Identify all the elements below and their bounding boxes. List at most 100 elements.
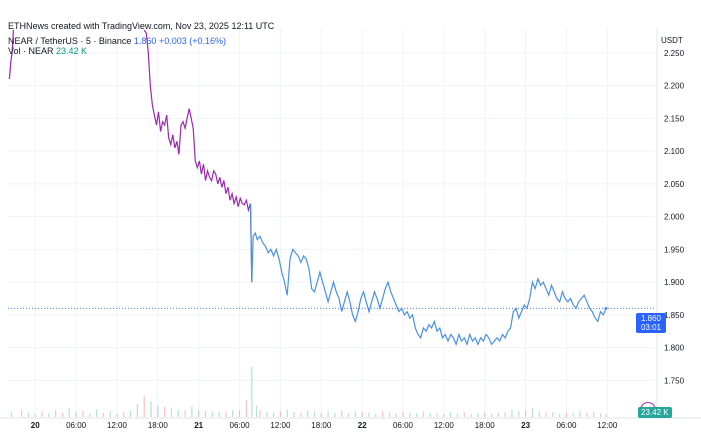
volume-bar <box>251 367 253 417</box>
x-tick-label: 22 <box>358 421 367 430</box>
series-line-early <box>8 29 14 80</box>
volume-bar <box>34 414 36 417</box>
series-line-recent <box>249 203 607 347</box>
volume-bar <box>245 399 247 417</box>
y-tick-label: 1.850 <box>664 311 685 320</box>
symbol-name: NEAR / TetherUS · 5 · Binance <box>8 36 132 46</box>
volume-bar <box>579 411 581 417</box>
volume-bar <box>518 411 520 417</box>
volume-bar <box>470 414 472 417</box>
volume-bar <box>490 414 493 417</box>
x-tick-label: 21 <box>194 421 203 430</box>
volume-bar <box>381 411 384 417</box>
x-tick-label: 12:00 <box>270 421 291 430</box>
volume-bar <box>354 411 356 417</box>
y-tick-label: 2.000 <box>664 213 685 222</box>
y-tick-label: 2.150 <box>664 114 685 123</box>
volume-bar <box>368 412 370 417</box>
volume-bar <box>477 413 479 417</box>
volume-bar <box>388 412 390 417</box>
volume-bar <box>191 406 193 417</box>
volume-bar <box>218 412 220 417</box>
volume-bar <box>48 413 50 417</box>
time-axis[interactable]: 20 06:00 12:00 18:00 21 06:00 12:00 18:00 22 06:0… <box>31 421 618 430</box>
y-tick-label: 1.950 <box>664 245 685 254</box>
badge-countdown: 03:01 <box>640 323 662 332</box>
x-tick-label: 06:00 <box>66 421 87 430</box>
volume-value: 23.42 K <box>56 46 88 56</box>
volume-bar <box>307 410 309 417</box>
volume-bar <box>300 412 302 417</box>
volume-bar <box>593 412 595 417</box>
x-tick-label: 12:00 <box>107 421 128 430</box>
volume-bar <box>409 412 411 417</box>
volume-bar <box>109 411 111 417</box>
price-axis[interactable]: 2.250 2.200 2.150 2.100 2.050 2.000 1.950 1.900… <box>664 49 685 385</box>
volume-bar <box>456 413 459 417</box>
volume-bar <box>334 412 336 417</box>
volume-bar <box>184 410 186 417</box>
volume-bar <box>605 414 607 417</box>
volume-bar <box>10 412 13 417</box>
x-tick-label: 20 <box>31 421 40 430</box>
volume-bar <box>164 407 166 417</box>
badge-price: 1.860 <box>640 314 662 323</box>
last-price-badge: 1.860 03:01 <box>636 313 666 333</box>
volume-bar <box>116 414 118 417</box>
volume-bar <box>266 412 268 417</box>
volume-bar <box>572 413 574 417</box>
volume-bar <box>204 410 207 417</box>
volume-bar <box>55 409 57 417</box>
volume-badge: 23.42 K <box>638 407 672 418</box>
volume-bar <box>232 409 234 417</box>
volume-bar <box>89 413 91 417</box>
volume-bar <box>157 405 159 417</box>
volume-bar <box>41 411 43 417</box>
volume-bar <box>313 411 316 417</box>
y-tick-label: 2.100 <box>664 147 685 156</box>
volume-bar <box>361 412 363 417</box>
y-tick-label: 2.050 <box>664 180 685 189</box>
axis-unit-label: USDT <box>661 36 683 45</box>
volume-bar <box>443 414 445 417</box>
volume-bar <box>375 413 377 417</box>
volume-bar <box>531 408 534 417</box>
volume-bar <box>525 410 527 417</box>
volume-bar <box>511 409 513 417</box>
x-tick-label: 06:00 <box>230 421 251 430</box>
volume-bar <box>484 412 486 417</box>
volume-bar <box>347 413 350 417</box>
volume-bar <box>497 413 499 417</box>
volume-bar <box>170 408 173 417</box>
last-point-marker <box>604 306 608 310</box>
symbol-legend[interactable]: NEAR / TetherUS · 5 · Binance 1.860 +0.0… <box>8 36 226 47</box>
volume-bar <box>599 413 602 417</box>
y-tick-label: 1.900 <box>664 278 685 287</box>
volume-bar <box>504 412 506 417</box>
x-tick-label: 12:00 <box>434 421 455 430</box>
volume-legend[interactable]: Vol · NEAR 23.42 K <box>8 46 87 57</box>
x-tick-label: 23 <box>521 421 530 430</box>
volume-bar <box>27 412 30 417</box>
volume-bar <box>450 412 452 417</box>
volume-bar <box>259 409 261 417</box>
volume-bar <box>463 412 465 417</box>
y-tick-label: 1.750 <box>664 376 685 385</box>
last-price-value: 1.860 <box>133 36 157 46</box>
volume-bar <box>552 412 554 417</box>
x-tick-label: 18:00 <box>148 421 169 430</box>
volume-bar <box>538 411 540 417</box>
volume-bar <box>395 413 397 417</box>
x-tick-label: 12:00 <box>597 421 618 430</box>
volume-bar <box>68 408 70 417</box>
volume-bar <box>273 412 275 417</box>
volume-bar <box>198 409 200 417</box>
volume-bar <box>143 395 145 417</box>
volume-bar <box>545 412 547 417</box>
y-tick-label: 2.200 <box>664 82 685 91</box>
volume-bar <box>95 409 98 417</box>
series-line-decline <box>143 29 253 283</box>
volume-bar <box>225 411 227 417</box>
volume-bar <box>559 413 561 417</box>
